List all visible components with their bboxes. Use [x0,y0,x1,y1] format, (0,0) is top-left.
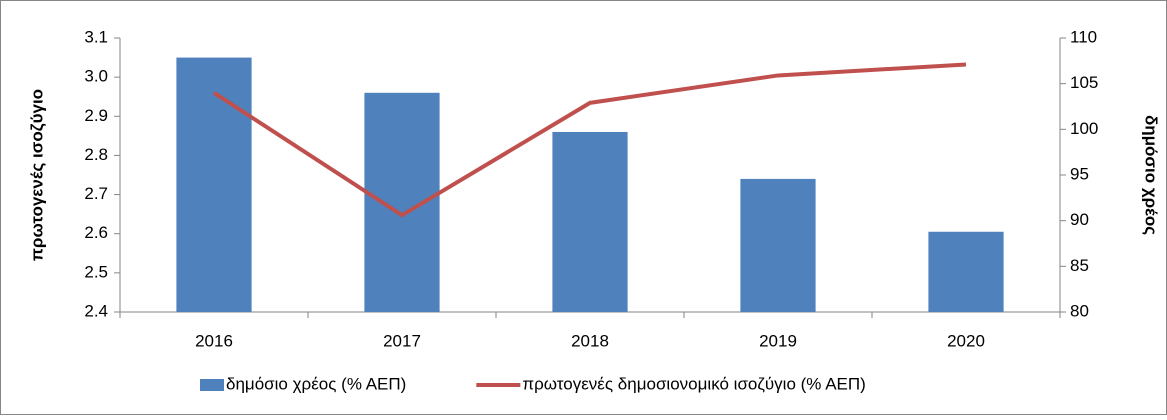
y2-tick-label: 80 [1070,301,1089,320]
x-tick-label: 2020 [947,331,985,350]
bar [928,231,1004,312]
y2-tick-label: 85 [1070,256,1089,275]
y-tick-label: 2.7 [84,184,108,203]
legend-swatch [200,379,224,391]
bar [364,92,440,312]
bar [552,131,628,312]
y-axis-label: πρωτογενές ισοζύγιο [27,89,46,261]
y-tick-label: 2.6 [84,223,108,242]
y2-tick-label: 100 [1070,119,1098,138]
y-tick-label: 3.0 [84,67,108,86]
line [212,62,967,218]
x-tick-label: 2019 [759,331,797,350]
x-tick-label: 2018 [571,331,609,350]
bar [176,57,252,313]
legend-label: δημόσιο χρέος (% ΑΕΠ) [226,374,406,393]
y-tick-label: 2.8 [84,145,108,164]
bar [740,178,816,312]
y2-tick-label: 110 [1070,27,1097,46]
y-tick-label: 3.1 [84,27,108,46]
y2-tick-label: 105 [1070,73,1098,92]
x-tick-label: 2016 [195,331,233,350]
y2-tick-label: 95 [1070,164,1089,183]
y2-tick-label: 90 [1070,210,1089,229]
y-tick-label: 2.9 [84,106,108,125]
legend-label: πρωτογενές δημοσιονομικό ισοζύγιο (% ΑΕΠ… [522,374,865,393]
y-tick-label: 2.4 [84,301,108,320]
y-tick-label: 2.5 [84,262,108,281]
x-tick-label: 2017 [383,331,421,350]
y2-axis-label: δημόσιο χρέος [1142,115,1161,235]
